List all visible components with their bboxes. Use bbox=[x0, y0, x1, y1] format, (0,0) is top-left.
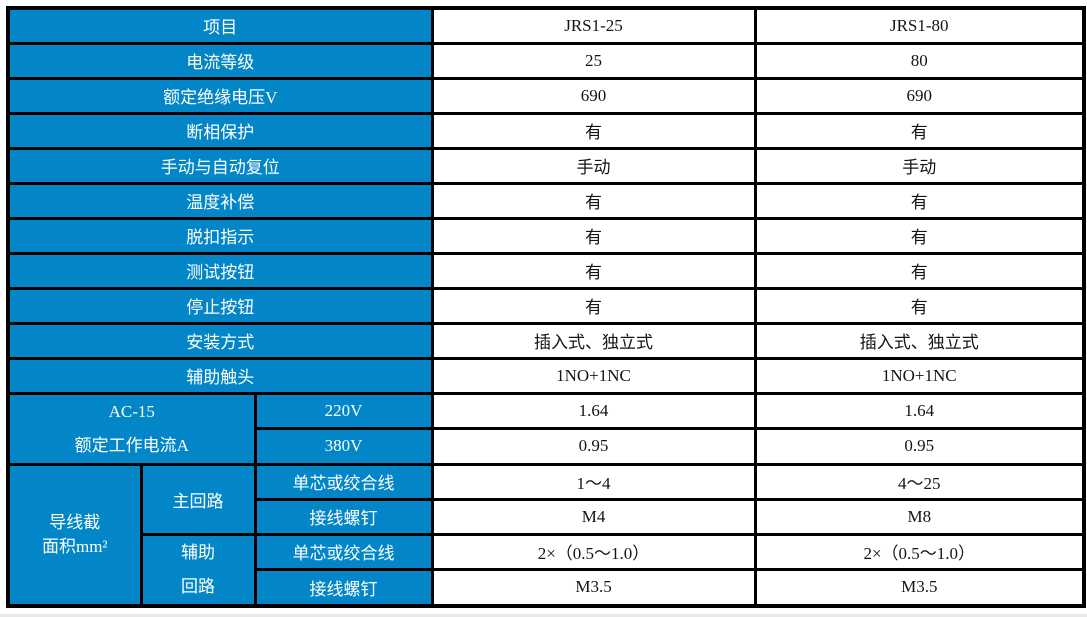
row-test-button: 测试按钮 有 有 bbox=[6, 251, 1086, 290]
value-cell-jrs1-80: 有 bbox=[753, 216, 1086, 255]
row-mounting-type: 安装方式 插入式、独立式 插入式、独立式 bbox=[6, 321, 1086, 360]
value-cell-jrs1-80: 插入式、独立式 bbox=[753, 321, 1086, 360]
value-cell-jrs1-25: 1.64 bbox=[430, 391, 757, 430]
row-current-rating: 电流等级 25 80 bbox=[6, 41, 1086, 80]
value-cell-jrs1-25: 有 bbox=[430, 251, 757, 290]
value-cell-jrs1-25: 插入式、独立式 bbox=[430, 321, 757, 360]
row-label-trip-indicator: 脱扣指示 bbox=[6, 216, 434, 255]
ac15-sub-220v: 220V bbox=[253, 391, 434, 430]
value-cell-jrs1-25: 2×（0.5～1.0） bbox=[430, 532, 757, 572]
value-cell-jrs1-80: M8 bbox=[753, 497, 1086, 536]
row-ac15-380v: 380V 0.95 0.95 bbox=[8, 427, 1086, 466]
value-cell-jrs1-25: 1～4 bbox=[430, 462, 757, 501]
item-header-cell: 项目 bbox=[6, 6, 434, 45]
row-label-mounting-type: 安装方式 bbox=[6, 321, 434, 360]
ac15-label-cell: AC-15 额定工作电流A bbox=[6, 391, 257, 466]
value-cell-jrs1-80: 1.64 bbox=[753, 391, 1086, 430]
value-cell-jrs1-80: 1NO+1NC bbox=[753, 356, 1086, 395]
main-screw-cell: 接线螺钉 bbox=[253, 497, 434, 536]
ac15-label-line1: AC-15 bbox=[108, 401, 155, 421]
aux-circuit-line1: 辅助 bbox=[181, 542, 215, 562]
row-main-circuit-screw: 接线螺钉 M4 M8 bbox=[8, 497, 1086, 536]
value-cell-jrs1-80: 4～25 bbox=[753, 462, 1086, 501]
aux-screw-cell: 接线螺钉 bbox=[253, 568, 434, 607]
row-phase-failure-protection: 断相保护 有 有 bbox=[6, 111, 1086, 150]
value-cell-jrs1-25: 1NO+1NC bbox=[430, 356, 757, 395]
value-cell-jrs1-80: 有 bbox=[753, 181, 1086, 220]
value-cell-jrs1-25: 手动 bbox=[430, 146, 757, 185]
row-label-auxiliary-contact: 辅助触头 bbox=[6, 356, 434, 395]
row-trip-indicator: 脱扣指示 有 有 bbox=[6, 216, 1086, 255]
aux-wire-type-cell: 单芯或绞合线 bbox=[253, 532, 434, 572]
value-cell-jrs1-25: 有 bbox=[430, 111, 757, 150]
value-cell-jrs1-80: 有 bbox=[753, 251, 1086, 290]
wire-area-label-line1: 导线截 bbox=[49, 512, 101, 532]
value-cell-jrs1-80: 手动 bbox=[753, 146, 1086, 185]
row-label-stop-button: 停止按钮 bbox=[6, 286, 434, 325]
main-wire-type-cell: 单芯或绞合线 bbox=[253, 462, 434, 501]
row-ac15-220v: AC-15 额定工作电流A 220V 1.64 1.64 bbox=[6, 391, 1086, 466]
row-stop-button: 停止按钮 有 有 bbox=[6, 286, 1086, 325]
value-cell-jrs1-80: 0.95 bbox=[753, 427, 1086, 466]
wire-area-label-cell: 导线截 面积mm² bbox=[6, 462, 143, 607]
row-label-temperature-compensation: 温度补偿 bbox=[6, 181, 434, 220]
row-label-current-rating: 电流等级 bbox=[6, 41, 434, 80]
wire-area-label-line2: 面积mm² bbox=[41, 536, 108, 556]
value-cell-jrs1-25: 有 bbox=[430, 181, 757, 220]
bottom-edge-strip bbox=[0, 614, 1087, 617]
value-cell-jrs1-25: 25 bbox=[430, 41, 757, 80]
value-cell-jrs1-80: 80 bbox=[753, 41, 1086, 80]
row-auxiliary-contact: 辅助触头 1NO+1NC 1NO+1NC bbox=[6, 356, 1086, 395]
ac15-label-line2: 额定工作电流A bbox=[74, 435, 189, 455]
row-manual-auto-reset: 手动与自动复位 手动 手动 bbox=[6, 146, 1086, 185]
row-label-phase-failure-protection: 断相保护 bbox=[6, 111, 434, 150]
row-aux-circuit-wire: 辅助 回路 单芯或绞合线 2×（0.5～1.0） 2×（0.5～1.0） bbox=[8, 532, 1086, 607]
aux-circuit-cell: 辅助 回路 bbox=[139, 532, 257, 607]
value-cell-jrs1-25: 有 bbox=[430, 286, 757, 325]
spec-table-container: 项目 JRS1-25 JRS1-80 电流等级 25 80 额定绝缘电压V 69… bbox=[6, 6, 1087, 608]
value-cell-jrs1-25: 0.95 bbox=[430, 427, 757, 466]
value-cell-jrs1-80: 2×（0.5～1.0） bbox=[753, 532, 1086, 572]
row-label-manual-auto-reset: 手动与自动复位 bbox=[6, 146, 434, 185]
main-circuit-cell: 主回路 bbox=[139, 462, 257, 536]
spec-table: 项目 JRS1-25 JRS1-80 电流等级 25 80 额定绝缘电压V 69… bbox=[6, 6, 1087, 608]
row-label-rated-insulation-voltage: 额定绝缘电压V bbox=[6, 76, 434, 115]
value-cell-jrs1-25: M3.5 bbox=[430, 568, 757, 607]
row-main-circuit-wire: 导线截 面积mm² 主回路 单芯或绞合线 1～4 4～25 bbox=[6, 462, 1086, 607]
header-row: 项目 JRS1-25 JRS1-80 bbox=[6, 6, 1086, 45]
col-header-jrs1-25: JRS1-25 bbox=[430, 6, 757, 45]
value-cell-jrs1-80: 有 bbox=[753, 111, 1086, 150]
value-cell-jrs1-25: M4 bbox=[430, 497, 757, 536]
col-header-jrs1-80: JRS1-80 bbox=[753, 6, 1086, 45]
value-cell-jrs1-80: 690 bbox=[753, 76, 1086, 115]
row-rated-insulation-voltage: 额定绝缘电压V 690 690 bbox=[6, 76, 1086, 115]
value-cell-jrs1-80: 有 bbox=[753, 286, 1086, 325]
row-label-test-button: 测试按钮 bbox=[6, 251, 434, 290]
value-cell-jrs1-25: 690 bbox=[430, 76, 757, 115]
row-temperature-compensation: 温度补偿 有 有 bbox=[6, 181, 1086, 220]
value-cell-jrs1-25: 有 bbox=[430, 216, 757, 255]
aux-circuit-line2: 回路 bbox=[181, 576, 215, 596]
ac15-sub-380v: 380V bbox=[253, 427, 434, 466]
row-aux-circuit-screw: 接线螺钉 M3.5 M3.5 bbox=[8, 568, 1086, 607]
value-cell-jrs1-80: M3.5 bbox=[753, 568, 1086, 607]
